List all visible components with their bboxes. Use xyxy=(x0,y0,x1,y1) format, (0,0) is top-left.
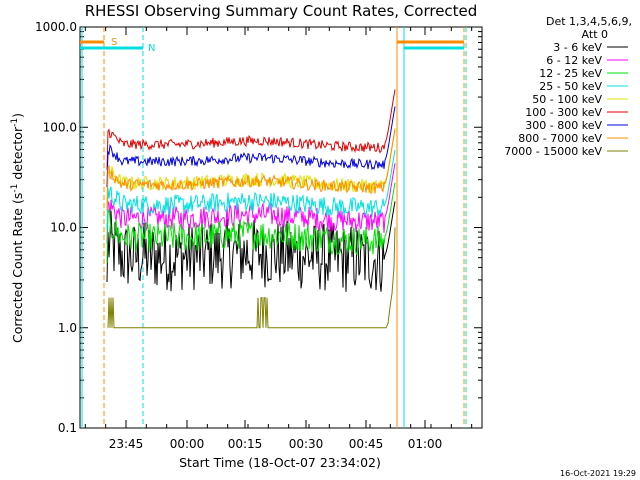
legend-label: 7000 - 15000 keV xyxy=(504,145,602,158)
y-axis: 0.1 1.0 10.0 100.0 1000.0 xyxy=(35,20,482,435)
legend-header-line-1: Det 1,3,4,5,6,9, xyxy=(546,15,632,28)
y-tick-label: 10.0 xyxy=(50,221,77,235)
legend-header-line-2: Att 0 xyxy=(582,28,608,41)
x-tick-label: 00:30 xyxy=(289,437,324,451)
event-markers: SN xyxy=(80,27,467,428)
y-tick-label: 1000.0 xyxy=(35,20,77,34)
legend-label: 6 - 12 keV xyxy=(546,54,602,67)
series-line-8 xyxy=(107,227,396,329)
ylabel-end: ) xyxy=(10,113,25,118)
x-tick-label: 00:00 xyxy=(170,437,205,451)
chart-title: RHESSI Observing Summary Count Rates, Co… xyxy=(85,2,478,20)
legend-label: 300 - 800 keV xyxy=(525,119,602,132)
series-line-2 xyxy=(106,182,396,264)
series-lines xyxy=(106,89,396,329)
series-line-6 xyxy=(106,106,396,188)
ylabel-sup1: -1 xyxy=(10,184,20,193)
x-axis: 23:45 00:00 00:15 00:30 00:45 01:00 xyxy=(84,27,473,451)
y-tick-label: 100.0 xyxy=(43,120,77,134)
ylabel-sup2: -1 xyxy=(10,118,20,127)
footer-timestamp: 16-Oct-2021 19:29 xyxy=(560,469,636,478)
series-line-7 xyxy=(106,129,396,211)
x-tick-label: 01:00 xyxy=(408,437,443,451)
y-axis-label: Corrected Count Rate (s-1 detector-1) xyxy=(10,113,25,343)
x-tick-label: 00:45 xyxy=(349,437,384,451)
legend-label: 50 - 100 keV xyxy=(532,93,602,106)
y-tick-label: 0.1 xyxy=(58,421,77,435)
series-line-3 xyxy=(106,149,396,231)
x-tick-label: 00:15 xyxy=(228,437,263,451)
ylabel-mid: detector xyxy=(10,126,25,184)
ylabel-main: Corrected Count Rate (s xyxy=(10,193,25,343)
night-marker-label: N xyxy=(148,43,155,54)
x-axis-label: Start Time (18-Oct-07 23:34:02) xyxy=(179,455,381,470)
series-line-5 xyxy=(106,89,396,171)
x-tick-label: 23:45 xyxy=(109,437,144,451)
legend-label: 12 - 25 keV xyxy=(539,67,602,80)
legend-label: 800 - 7000 keV xyxy=(518,132,602,145)
saa-marker-label: S xyxy=(111,37,117,48)
legend-label: 25 - 50 keV xyxy=(539,80,602,93)
legend-label: 3 - 6 keV xyxy=(553,41,602,54)
y-tick-label: 1.0 xyxy=(58,321,77,335)
legend-label: 100 - 300 keV xyxy=(525,106,602,119)
